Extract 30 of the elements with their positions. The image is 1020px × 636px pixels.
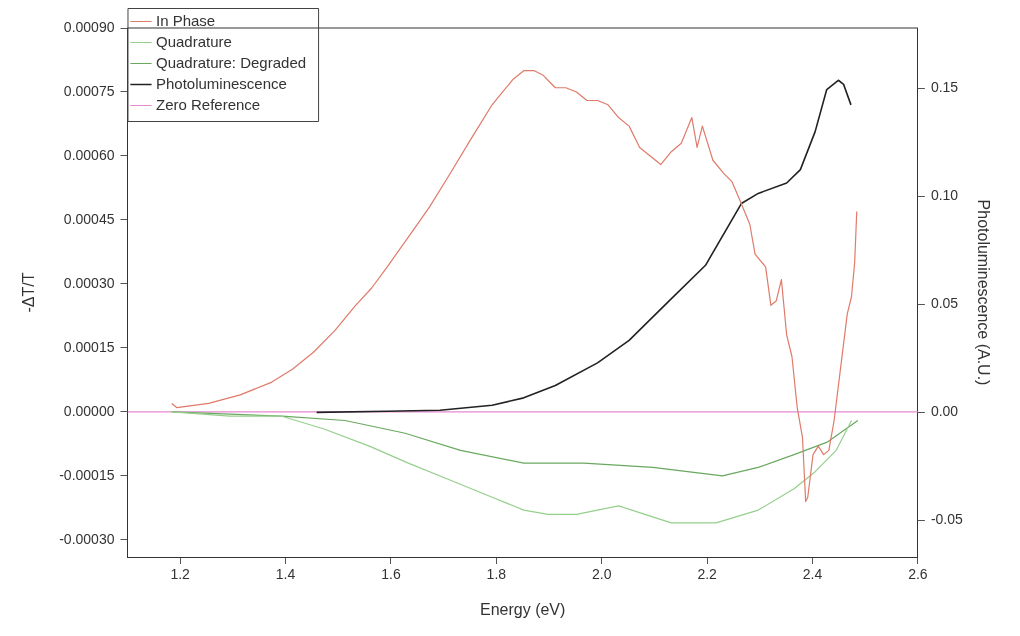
legend-label: Photoluminescence (155, 74, 287, 92)
y-axis-title: -ΔT/T (20, 272, 38, 313)
x-tick-label: 1.6 (381, 566, 401, 583)
x-axis-title: Energy (eV) (479, 600, 566, 618)
x-tick-label: 2.2 (697, 566, 718, 583)
legend-label: Quadrature: Degraded (155, 53, 307, 71)
x-tick-label: 1.8 (486, 566, 507, 583)
y2-tick-label: 0.15 (930, 79, 959, 96)
x-tick-label: 2.6 (908, 566, 928, 583)
y-tick-label: -0.00015 (59, 466, 115, 483)
x-tick-label: 2.4 (802, 566, 823, 583)
y-tick-label: 0.00015 (63, 338, 115, 355)
x-tick-label: 2.0 (591, 566, 612, 583)
y-tick-label: 0.00000 (63, 402, 115, 419)
y-tick-label: -0.00030 (59, 530, 115, 547)
y2-tick-label: 0.05 (930, 295, 959, 312)
y-tick-label: 0.00060 (63, 146, 115, 163)
y2-axis-title: Photoluminescence (A.U.) (974, 199, 992, 386)
legend-label: In Phase (155, 11, 216, 29)
y-tick-label: 0.00075 (63, 82, 115, 99)
legend-label: Quadrature (155, 32, 232, 50)
x-tick-label: 1.4 (275, 566, 296, 583)
y-tick-label: 0.00030 (63, 274, 115, 291)
y2-tick-label: 0.10 (930, 187, 959, 204)
y2-tick-label: 0.00 (930, 403, 959, 420)
y2-tick-label: -0.05 (930, 511, 964, 528)
x-tick-label: 1.2 (170, 566, 191, 583)
y-tick-label: 0.00045 (63, 210, 115, 227)
y-tick-label: 0.00090 (63, 18, 115, 35)
legend-label: Zero Reference (155, 95, 261, 113)
